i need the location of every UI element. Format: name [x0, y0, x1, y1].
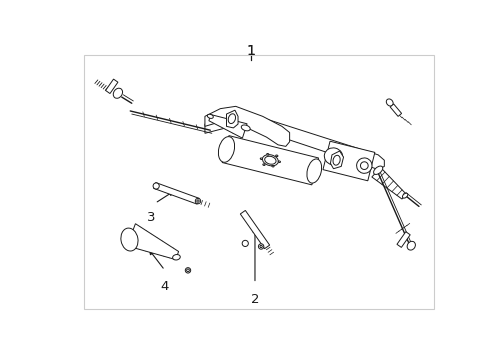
Ellipse shape — [265, 156, 276, 164]
Text: 2: 2 — [251, 293, 259, 306]
Ellipse shape — [228, 114, 236, 123]
Ellipse shape — [185, 267, 191, 273]
Ellipse shape — [197, 200, 199, 202]
Ellipse shape — [258, 244, 264, 249]
Polygon shape — [127, 224, 179, 260]
Text: 3: 3 — [147, 211, 155, 224]
Polygon shape — [222, 136, 318, 185]
Polygon shape — [323, 141, 375, 181]
Ellipse shape — [196, 198, 201, 204]
Ellipse shape — [260, 245, 262, 248]
Ellipse shape — [207, 114, 213, 118]
Ellipse shape — [276, 155, 278, 157]
Ellipse shape — [324, 148, 343, 165]
Polygon shape — [240, 211, 270, 249]
Ellipse shape — [241, 125, 250, 131]
Ellipse shape — [267, 153, 269, 155]
Ellipse shape — [242, 240, 248, 247]
Polygon shape — [205, 106, 290, 147]
Ellipse shape — [263, 155, 278, 166]
Ellipse shape — [386, 99, 393, 106]
Text: 4: 4 — [161, 280, 169, 293]
Ellipse shape — [361, 162, 368, 170]
Text: 1: 1 — [246, 44, 256, 58]
Polygon shape — [105, 79, 118, 94]
Ellipse shape — [357, 158, 372, 173]
Polygon shape — [205, 115, 384, 170]
Ellipse shape — [153, 183, 159, 189]
Ellipse shape — [219, 137, 235, 162]
Ellipse shape — [121, 228, 138, 251]
Ellipse shape — [402, 193, 408, 198]
Polygon shape — [330, 151, 343, 169]
Ellipse shape — [333, 155, 340, 165]
Ellipse shape — [407, 241, 416, 250]
Polygon shape — [154, 183, 199, 204]
Polygon shape — [226, 110, 238, 128]
Polygon shape — [390, 104, 402, 116]
Ellipse shape — [278, 161, 280, 162]
Ellipse shape — [260, 158, 263, 159]
Text: 1: 1 — [246, 44, 256, 58]
Polygon shape — [397, 232, 410, 247]
Ellipse shape — [307, 159, 321, 183]
Ellipse shape — [272, 165, 274, 167]
Ellipse shape — [113, 88, 122, 98]
Polygon shape — [209, 114, 247, 138]
Ellipse shape — [187, 269, 189, 272]
Polygon shape — [372, 167, 406, 199]
Ellipse shape — [263, 164, 265, 166]
Ellipse shape — [172, 255, 180, 260]
Ellipse shape — [373, 166, 383, 175]
